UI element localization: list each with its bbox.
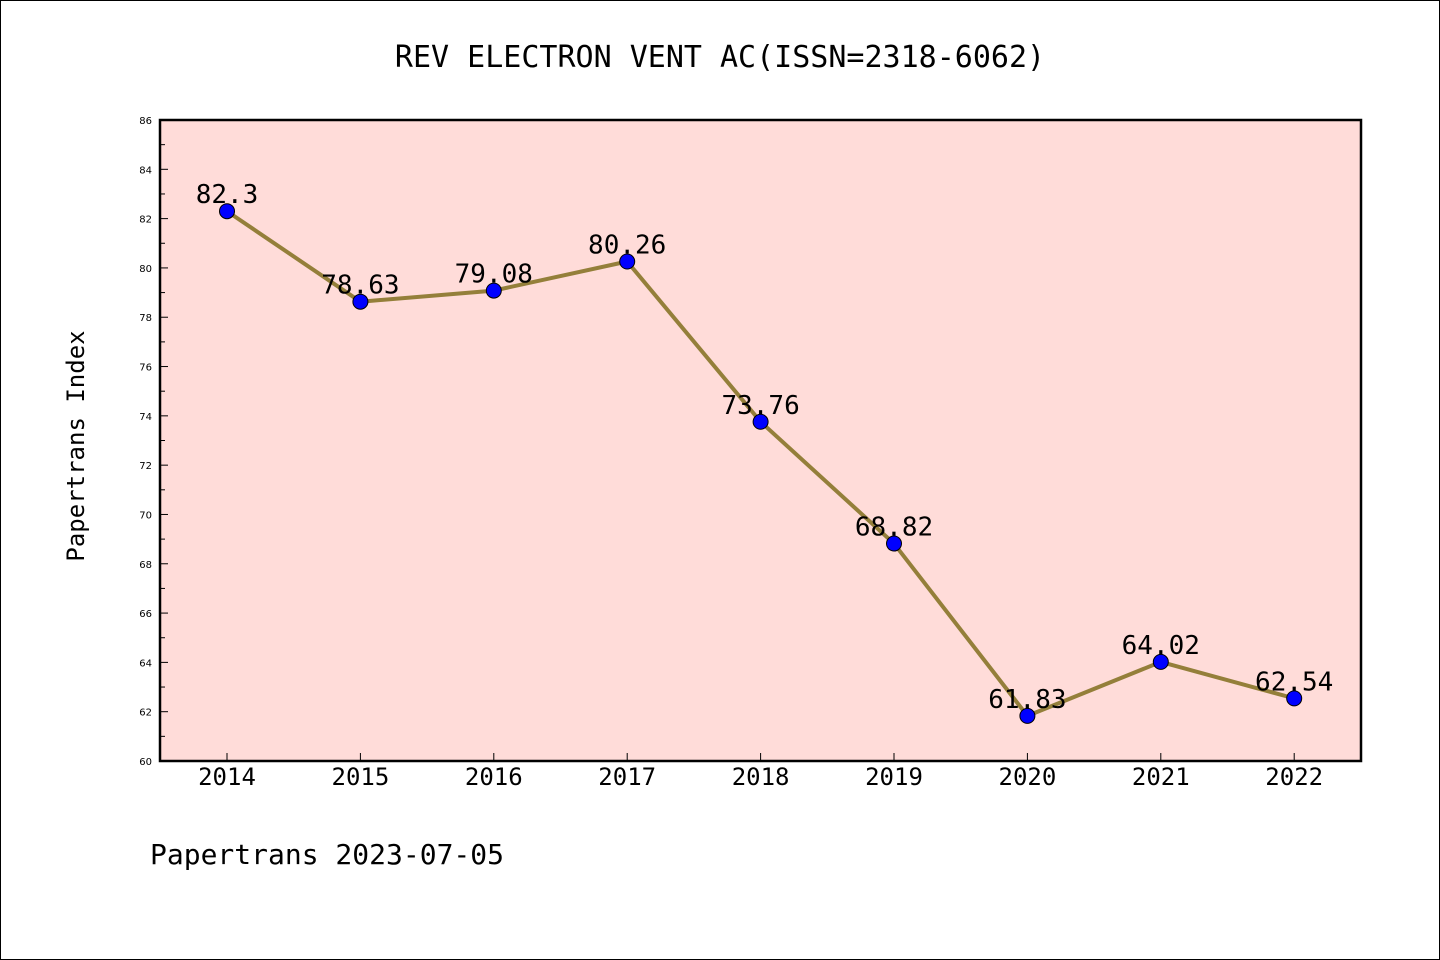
- data-label: 61.83: [988, 685, 1066, 715]
- data-label: 79.08: [455, 260, 533, 290]
- y-tick-label: 84: [139, 165, 152, 176]
- x-tick-label: 2020: [999, 763, 1057, 791]
- data-label: 80.26: [588, 231, 666, 261]
- x-tick-label: 2016: [465, 763, 523, 791]
- y-tick-label: 74: [139, 412, 152, 423]
- data-point: [619, 253, 636, 270]
- y-tick-label: 68: [139, 560, 152, 571]
- y-tick-label: 80: [139, 264, 152, 275]
- y-tick-label: 82: [139, 215, 152, 226]
- x-tick-label: 2017: [598, 763, 656, 791]
- data-point: [1286, 690, 1303, 707]
- data-point: [1019, 707, 1036, 724]
- data-point: [485, 282, 502, 299]
- x-tick-label: 2022: [1265, 763, 1323, 791]
- data-point: [219, 203, 235, 220]
- x-tick-label: 2014: [198, 763, 256, 791]
- chart-title: REV ELECTRON VENT AC(ISSN=2318-6062): [395, 40, 1045, 75]
- y-tick-label: 70: [139, 510, 152, 521]
- x-tick-label: 2018: [732, 763, 790, 791]
- x-tick-label: 2015: [332, 763, 390, 791]
- data-label: 82.3: [196, 180, 259, 210]
- data-point: [752, 413, 769, 430]
- data-point: [886, 535, 902, 552]
- y-tick-label: 62: [139, 708, 152, 719]
- plot-border: [158, 118, 1363, 763]
- data-label: 62.54: [1255, 667, 1333, 697]
- y-tick-label: 60: [139, 757, 152, 768]
- data-point: [1152, 653, 1169, 670]
- x-tick-label: 2019: [865, 763, 923, 791]
- y-tick-label: 76: [139, 363, 152, 374]
- data-label: 73.76: [721, 391, 799, 421]
- y-tick-label: 66: [139, 609, 152, 620]
- data-label: 68.82: [855, 513, 933, 543]
- data-label: 64.02: [1122, 631, 1200, 661]
- plot-area: [160, 120, 1361, 761]
- data-label: 78.63: [321, 271, 399, 301]
- y-tick-label: 78: [139, 313, 152, 324]
- footer-text: Papertrans 2023-07-05: [150, 838, 504, 871]
- y-tick-label: 86: [139, 116, 152, 127]
- y-axis-label: Papertrans Index: [62, 330, 90, 561]
- data-point: [352, 293, 369, 310]
- y-tick-label: 64: [139, 658, 152, 669]
- x-tick-label: 2021: [1132, 763, 1190, 791]
- y-tick-label: 72: [139, 461, 152, 472]
